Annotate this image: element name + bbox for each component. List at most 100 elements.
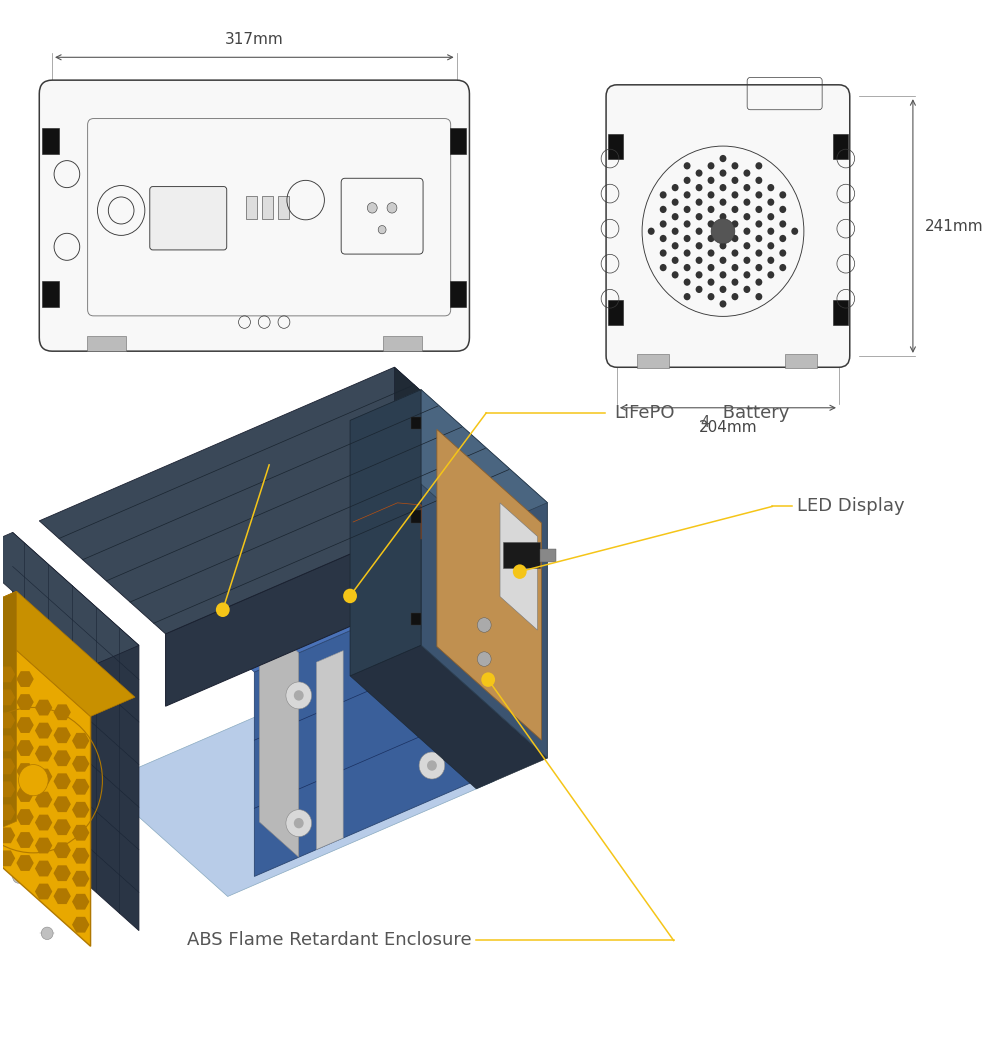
Circle shape	[708, 220, 714, 228]
Circle shape	[367, 203, 377, 213]
Circle shape	[343, 589, 357, 603]
Text: 204mm: 204mm	[699, 421, 757, 435]
Circle shape	[743, 286, 750, 293]
Circle shape	[660, 220, 667, 228]
Polygon shape	[73, 849, 89, 863]
FancyBboxPatch shape	[150, 187, 227, 250]
FancyBboxPatch shape	[606, 85, 850, 367]
Bar	[87, 335, 126, 351]
Bar	[173, 563, 191, 575]
Circle shape	[660, 191, 667, 198]
Circle shape	[684, 250, 691, 257]
Polygon shape	[13, 532, 139, 930]
Polygon shape	[0, 759, 14, 774]
Circle shape	[720, 184, 726, 191]
Circle shape	[720, 198, 726, 206]
Bar	[42, 128, 59, 153]
Circle shape	[477, 618, 491, 633]
Polygon shape	[17, 718, 33, 732]
Bar	[450, 281, 466, 307]
Circle shape	[45, 829, 57, 840]
Polygon shape	[17, 833, 33, 848]
Circle shape	[731, 176, 738, 184]
Polygon shape	[350, 389, 547, 533]
Bar	[42, 281, 59, 307]
Circle shape	[755, 235, 762, 242]
Circle shape	[779, 191, 786, 198]
Polygon shape	[73, 803, 89, 817]
Circle shape	[720, 242, 726, 250]
Text: Inverter: Inverter	[193, 456, 264, 474]
Circle shape	[755, 220, 762, 228]
Circle shape	[779, 235, 786, 242]
Circle shape	[779, 250, 786, 257]
Polygon shape	[17, 672, 33, 686]
Polygon shape	[421, 389, 547, 758]
Text: LiFePO: LiFePO	[614, 404, 675, 422]
Circle shape	[779, 220, 786, 228]
Polygon shape	[0, 782, 14, 797]
Circle shape	[731, 279, 738, 286]
Circle shape	[672, 257, 679, 264]
Circle shape	[708, 235, 714, 242]
Circle shape	[720, 169, 726, 176]
Bar	[278, 196, 289, 219]
Circle shape	[684, 279, 691, 286]
Polygon shape	[0, 532, 139, 665]
Circle shape	[672, 242, 679, 250]
Bar	[608, 300, 623, 325]
Circle shape	[743, 184, 750, 191]
Circle shape	[708, 293, 714, 301]
Circle shape	[419, 624, 445, 651]
Circle shape	[767, 271, 774, 279]
Circle shape	[767, 257, 774, 264]
Polygon shape	[109, 457, 495, 674]
Polygon shape	[350, 645, 547, 789]
Circle shape	[427, 760, 437, 770]
Circle shape	[481, 672, 495, 687]
Circle shape	[696, 228, 703, 235]
Circle shape	[684, 162, 691, 169]
Circle shape	[684, 235, 691, 242]
Circle shape	[660, 235, 667, 242]
Polygon shape	[0, 736, 14, 751]
Circle shape	[731, 206, 738, 213]
Polygon shape	[0, 591, 135, 716]
Bar	[391, 521, 408, 533]
Circle shape	[755, 191, 762, 198]
Circle shape	[767, 184, 774, 191]
Circle shape	[660, 250, 667, 257]
Polygon shape	[0, 805, 14, 820]
Circle shape	[720, 286, 726, 293]
Circle shape	[755, 293, 762, 301]
Polygon shape	[36, 746, 52, 761]
Circle shape	[708, 176, 714, 184]
Circle shape	[755, 206, 762, 213]
Circle shape	[216, 602, 230, 617]
Circle shape	[41, 927, 53, 940]
Bar	[383, 335, 422, 351]
Bar	[213, 598, 231, 611]
Polygon shape	[500, 503, 538, 631]
Circle shape	[731, 220, 738, 228]
Text: LED Display: LED Display	[797, 497, 905, 516]
Polygon shape	[0, 828, 14, 843]
Text: Battery: Battery	[717, 404, 789, 422]
Circle shape	[684, 206, 691, 213]
Bar	[833, 134, 848, 159]
Polygon shape	[17, 695, 33, 709]
Polygon shape	[101, 668, 494, 897]
Polygon shape	[0, 611, 91, 946]
Polygon shape	[73, 780, 89, 793]
Bar	[411, 417, 421, 429]
Bar	[337, 544, 355, 556]
Circle shape	[779, 206, 786, 213]
Circle shape	[743, 213, 750, 220]
Polygon shape	[36, 701, 52, 715]
Circle shape	[696, 257, 703, 264]
Circle shape	[477, 651, 491, 666]
Polygon shape	[54, 751, 70, 765]
Polygon shape	[73, 826, 89, 840]
Circle shape	[743, 271, 750, 279]
Circle shape	[720, 301, 726, 308]
